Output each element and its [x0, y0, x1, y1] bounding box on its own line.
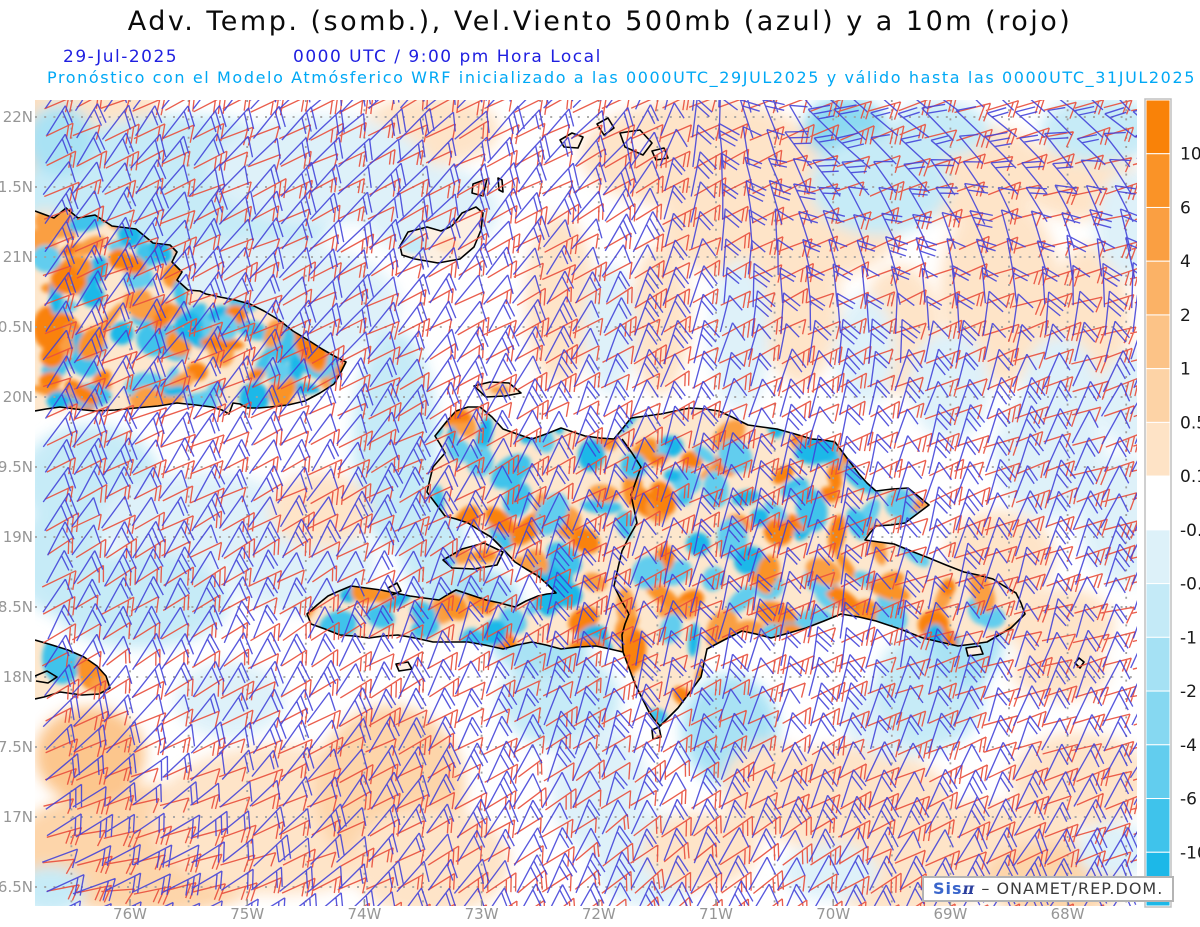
wind-barbs-10m: [41, 100, 1137, 906]
y-axis-label: 17N: [3, 808, 33, 826]
valid-time-label: 0000 UTC / 9:00 pm Hora Local: [293, 47, 602, 67]
x-axis-label: 71W: [699, 905, 733, 923]
x-axis-label: 68W: [1051, 905, 1085, 923]
colorbar-label: -1: [1180, 628, 1197, 648]
y-axis-label: 6.5N: [0, 878, 33, 896]
run-date: 29-Jul-2025: [63, 47, 179, 67]
x-axis-label: 70W: [816, 905, 850, 923]
y-axis-label: 9.5N: [0, 458, 33, 476]
coastline-gonave: [442, 542, 504, 570]
colorbar-label: -2: [1180, 682, 1197, 702]
coastline-saona: [965, 645, 984, 657]
watermark-name: ONAMET/REP.DOM.: [996, 879, 1164, 898]
colorbar-label: 4: [1180, 252, 1191, 272]
watermark-badge: Sisπ – ONAMET/REP.DOM.: [922, 876, 1175, 902]
cuba-coast: [35, 207, 347, 415]
colorbar-label: -6: [1180, 790, 1197, 810]
colorbar-label: -0.5: [1180, 575, 1200, 595]
colorbar-label: 10: [1180, 145, 1200, 165]
jamaica-harbour: [35, 670, 58, 684]
watermark-sep-dash: –: [981, 879, 991, 898]
y-axis-label: 19N: [3, 528, 33, 546]
x-axis-label: 73W: [465, 905, 499, 923]
colorbar-label: -10: [1180, 843, 1200, 863]
x-axis-label: 76W: [113, 905, 147, 923]
y-axis-label: 18N: [3, 668, 33, 686]
coastline-caicos_1: [559, 132, 584, 149]
wind-barbs-500mb: [41, 100, 1137, 906]
colorbar-label: -0.1: [1180, 521, 1200, 541]
watermark-pi-symbol: π: [962, 879, 976, 898]
y-axis-label: 20N: [3, 388, 33, 406]
axis-labels: 22N 1.5N 21N 0.5N 20N 9.5N 19N 8.5N 18N 7.5N 17N 6.…: [0, 108, 1085, 923]
colorbar-label: 2: [1180, 306, 1191, 326]
x-axis-label: 72W: [582, 905, 616, 923]
colorbar-label: 0.1: [1180, 467, 1200, 487]
x-axis-label: 69W: [933, 905, 967, 923]
y-axis-label: 21N: [3, 248, 33, 266]
x-axis-label: 75W: [230, 905, 264, 923]
y-axis-label: 1.5N: [0, 178, 33, 196]
figure-title: Adv. Temp. (somb.), Vel.Viento 500mb (az…: [127, 6, 1073, 37]
colorbar-label: 0.5: [1180, 413, 1200, 433]
y-axis-label: 8.5N: [0, 598, 33, 616]
colorbar-label: -4: [1180, 736, 1197, 756]
y-axis-label: 7.5N: [0, 738, 33, 756]
y-axis-label: 0.5N: [0, 318, 33, 336]
colorbar-label: 6: [1180, 198, 1191, 218]
coastline-inagua: [399, 206, 484, 264]
y-axis-label: 22N: [3, 108, 33, 126]
map-plot-area: [35, 100, 1137, 906]
model-note: Pronóstico con el Modelo Atmósferico WRF…: [47, 68, 1197, 87]
colorbar-label: 1: [1180, 360, 1191, 380]
x-axis-label: 74W: [347, 905, 381, 923]
watermark-brand: Sis: [933, 879, 963, 898]
coastline-caicos_2: [596, 117, 615, 136]
coastline-beata: [651, 726, 662, 740]
colorbar: 10 6 4 2 1 0.5 0.1 -0.1 -0.5 -1 -2 -4 -6 -10: [1144, 98, 1200, 908]
